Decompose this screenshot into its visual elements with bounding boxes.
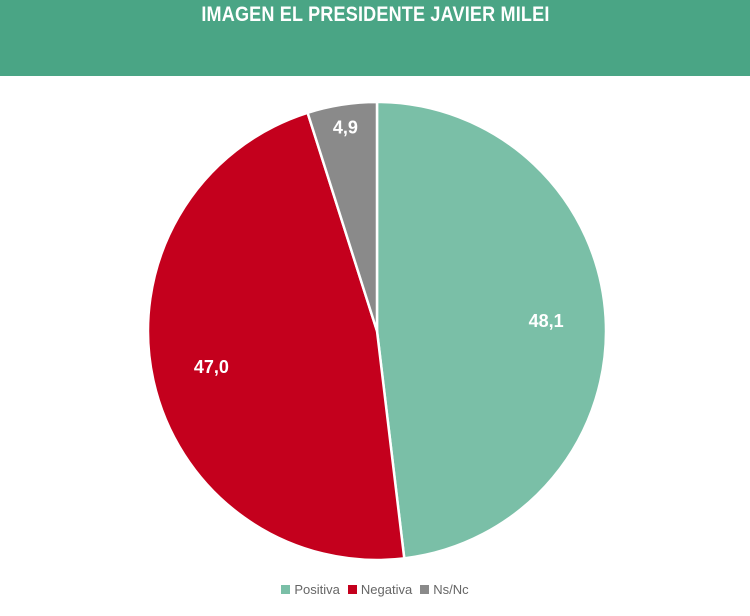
data-label-positiva: 48,1 [529,311,564,331]
legend-item-nsnc: Ns/Nc [420,582,469,597]
data-label-negativa: 47,0 [194,357,229,377]
pie-slice-negativa [146,111,406,562]
data-label-nsnc: 4,9 [333,117,358,137]
chart-title: IMAGEN EL PRESIDENTE JAVIER MILEI [200,3,550,26]
legend-label-negativa: Negativa [360,582,413,597]
pie-slice-positiva [375,100,608,560]
legend-swatch-negativa [347,585,357,594]
pie-slice-nsnc [306,100,379,333]
legend-swatch-nsnc [420,585,430,594]
legend-label-nsnc: Ns/Nc [433,582,469,597]
legend: Positiva Negativa Ns/Nc [0,582,750,597]
legend-item-negativa: Negativa [347,582,413,597]
chart-header: IMAGEN EL PRESIDENTE JAVIER MILEI [0,0,750,76]
legend-label-positiva: Positiva [294,582,340,597]
legend-swatch-positiva [281,585,291,594]
legend-item-positiva: Positiva [281,582,340,597]
